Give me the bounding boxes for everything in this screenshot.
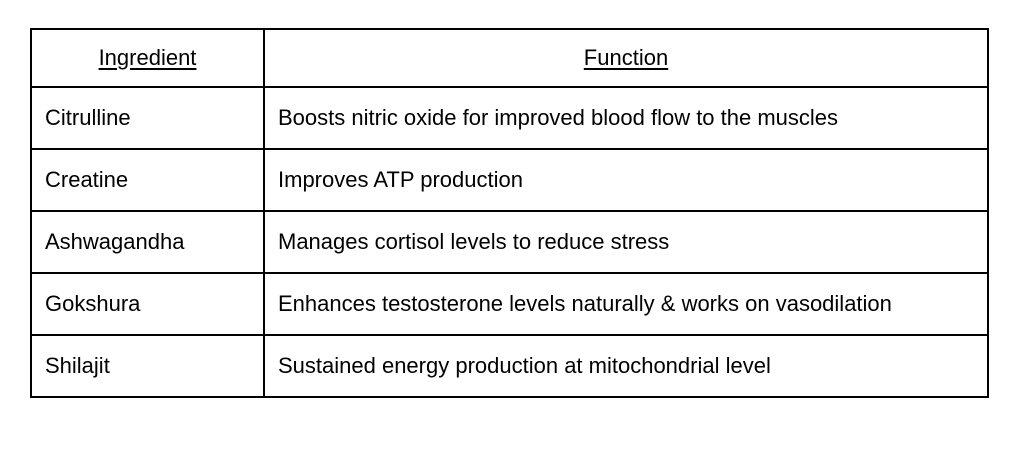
table-row: Creatine Improves ATP production	[30, 148, 989, 212]
table-row: Citrulline Boosts nitric oxide for impro…	[30, 86, 989, 150]
table-row: Shilajit Sustained energy production at …	[30, 334, 989, 398]
ingredient-cell: Gokshura	[30, 272, 265, 336]
function-cell: Enhances testosterone levels naturally &…	[263, 272, 989, 336]
column-header-function: Function	[263, 28, 989, 88]
ingredient-cell: Citrulline	[30, 86, 265, 150]
ingredient-cell: Shilajit	[30, 334, 265, 398]
function-cell: Sustained energy production at mitochond…	[263, 334, 989, 398]
column-header-ingredient: Ingredient	[30, 28, 265, 88]
ingredient-cell: Ashwagandha	[30, 210, 265, 274]
function-cell: Manages cortisol levels to reduce stress	[263, 210, 989, 274]
function-cell: Boosts nitric oxide for improved blood f…	[263, 86, 989, 150]
ingredient-function-table: Ingredient Function Citrulline Boosts ni…	[30, 28, 989, 398]
header-row: Ingredient Function	[30, 28, 989, 88]
table-row: Ashwagandha Manages cortisol levels to r…	[30, 210, 989, 274]
function-cell: Improves ATP production	[263, 148, 989, 212]
table-row: Gokshura Enhances testosterone levels na…	[30, 272, 989, 336]
ingredient-cell: Creatine	[30, 148, 265, 212]
